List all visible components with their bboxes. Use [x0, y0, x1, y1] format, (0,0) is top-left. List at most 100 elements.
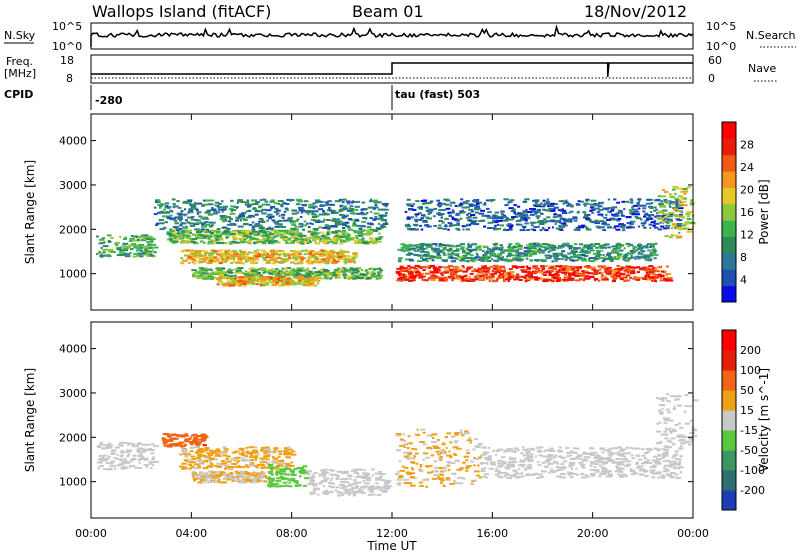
heatmap-cell — [497, 267, 503, 270]
heatmap-cell — [159, 206, 162, 209]
heatmap-cell — [661, 274, 664, 277]
heatmap-cell — [230, 210, 233, 213]
heatmap-cell — [281, 273, 286, 276]
heatmap-cell — [382, 223, 389, 225]
heatmap-cell — [472, 204, 478, 207]
heatmap-cell — [204, 233, 209, 236]
heatmap-cell — [343, 239, 350, 242]
heatmap-cell — [466, 267, 471, 270]
heatmap-cell — [236, 261, 243, 264]
heatmap-cell — [194, 443, 201, 446]
heatmap-cell — [185, 225, 188, 228]
heatmap-cell — [96, 235, 99, 238]
heatmap-cell — [583, 244, 588, 247]
heatmap-cell — [612, 214, 618, 217]
heatmap-cell — [638, 251, 641, 254]
heatmap-cell — [631, 256, 636, 259]
heatmap-cell — [658, 210, 664, 213]
heatmap-cell — [623, 254, 628, 257]
heatmap-cell — [116, 254, 123, 257]
heatmap-cell — [283, 259, 286, 262]
heatmap-cell — [421, 272, 424, 275]
heatmap-cell — [237, 199, 243, 202]
heatmap-cell — [190, 241, 197, 243]
heatmap-cell — [652, 277, 657, 280]
y-tick-label: 1000 — [59, 268, 87, 281]
heatmap-cell — [203, 256, 209, 259]
heatmap-cell — [509, 273, 515, 276]
heatmap-cell — [500, 210, 505, 213]
heatmap-cell — [471, 278, 478, 281]
heatmap-cell — [313, 284, 317, 287]
heatmap-cell — [197, 453, 203, 456]
heatmap-cell — [564, 201, 569, 204]
heatmap-cell — [98, 458, 102, 461]
heatmap-cell — [189, 441, 196, 444]
heatmap-cell — [228, 250, 231, 253]
heatmap-cell — [662, 213, 667, 215]
heatmap-cell — [303, 240, 310, 243]
heatmap-cell — [422, 254, 428, 257]
heatmap-cell — [311, 230, 317, 233]
heatmap-cell — [606, 218, 612, 221]
heatmap-cell — [301, 269, 307, 272]
heatmap-cell — [248, 214, 254, 217]
heatmap-cell — [494, 244, 498, 247]
heatmap-cell — [404, 210, 408, 213]
heatmap-cell — [491, 280, 498, 283]
heatmap-cell — [543, 218, 547, 221]
heatmap-cell — [377, 208, 383, 211]
heatmap-cell — [529, 243, 534, 246]
heatmap-cell — [281, 237, 288, 240]
heatmap-cell — [349, 212, 356, 215]
heatmap-cell — [300, 282, 304, 285]
heatmap-cell — [461, 225, 466, 228]
heatmap-cell — [119, 463, 125, 466]
heatmap-cell — [643, 226, 647, 229]
heatmap-cell — [591, 203, 595, 206]
heatmap-cell — [264, 240, 269, 243]
heatmap-cell — [296, 241, 300, 244]
heatmap-cell — [384, 202, 389, 205]
heatmap-cell — [178, 465, 184, 468]
heatmap-cell — [465, 206, 470, 209]
heatmap-cell — [681, 200, 687, 203]
cpid-row: CPID -280 tau (fast) 503 — [4, 85, 480, 110]
heatmap-cell — [584, 215, 589, 218]
heatmap-cell — [294, 228, 299, 231]
heatmap-cell — [506, 224, 510, 227]
heatmap-cell — [468, 276, 471, 279]
heatmap-cell — [493, 215, 496, 218]
heatmap-cell — [315, 199, 321, 202]
heatmap-cell — [487, 211, 492, 214]
heatmap-cell — [299, 216, 303, 218]
heatmap-cell — [575, 266, 581, 269]
heatmap-cell — [216, 272, 221, 275]
heatmap-cell — [215, 241, 221, 244]
heatmap-cell — [373, 201, 379, 204]
heatmap-cell — [303, 204, 307, 207]
heatmap-cell — [271, 461, 276, 463]
heatmap-cell — [418, 276, 424, 279]
heatmap-cell — [213, 277, 220, 280]
heatmap-cell — [420, 244, 424, 247]
heatmap-cell — [249, 232, 255, 235]
heatmap-cell — [216, 250, 220, 253]
heatmap-cell — [188, 208, 194, 211]
heatmap-cell — [466, 252, 470, 254]
heatmap-cell — [367, 232, 373, 234]
heatmap-cell — [493, 243, 496, 246]
heatmap-cell — [298, 268, 301, 271]
heatmap-cell — [431, 243, 438, 245]
heatmap-cell — [225, 448, 229, 451]
heatmap-cell — [373, 229, 378, 232]
heatmap-cell — [174, 232, 181, 235]
heatmap-cell — [173, 238, 180, 241]
heatmap-cell — [629, 276, 632, 279]
heatmap-cell — [437, 266, 443, 269]
heatmap-cell — [449, 222, 453, 225]
heatmap-cell — [618, 253, 623, 256]
heatmap-cell — [207, 203, 214, 206]
heatmap-cell — [589, 220, 592, 223]
heatmap-cell — [586, 246, 591, 249]
